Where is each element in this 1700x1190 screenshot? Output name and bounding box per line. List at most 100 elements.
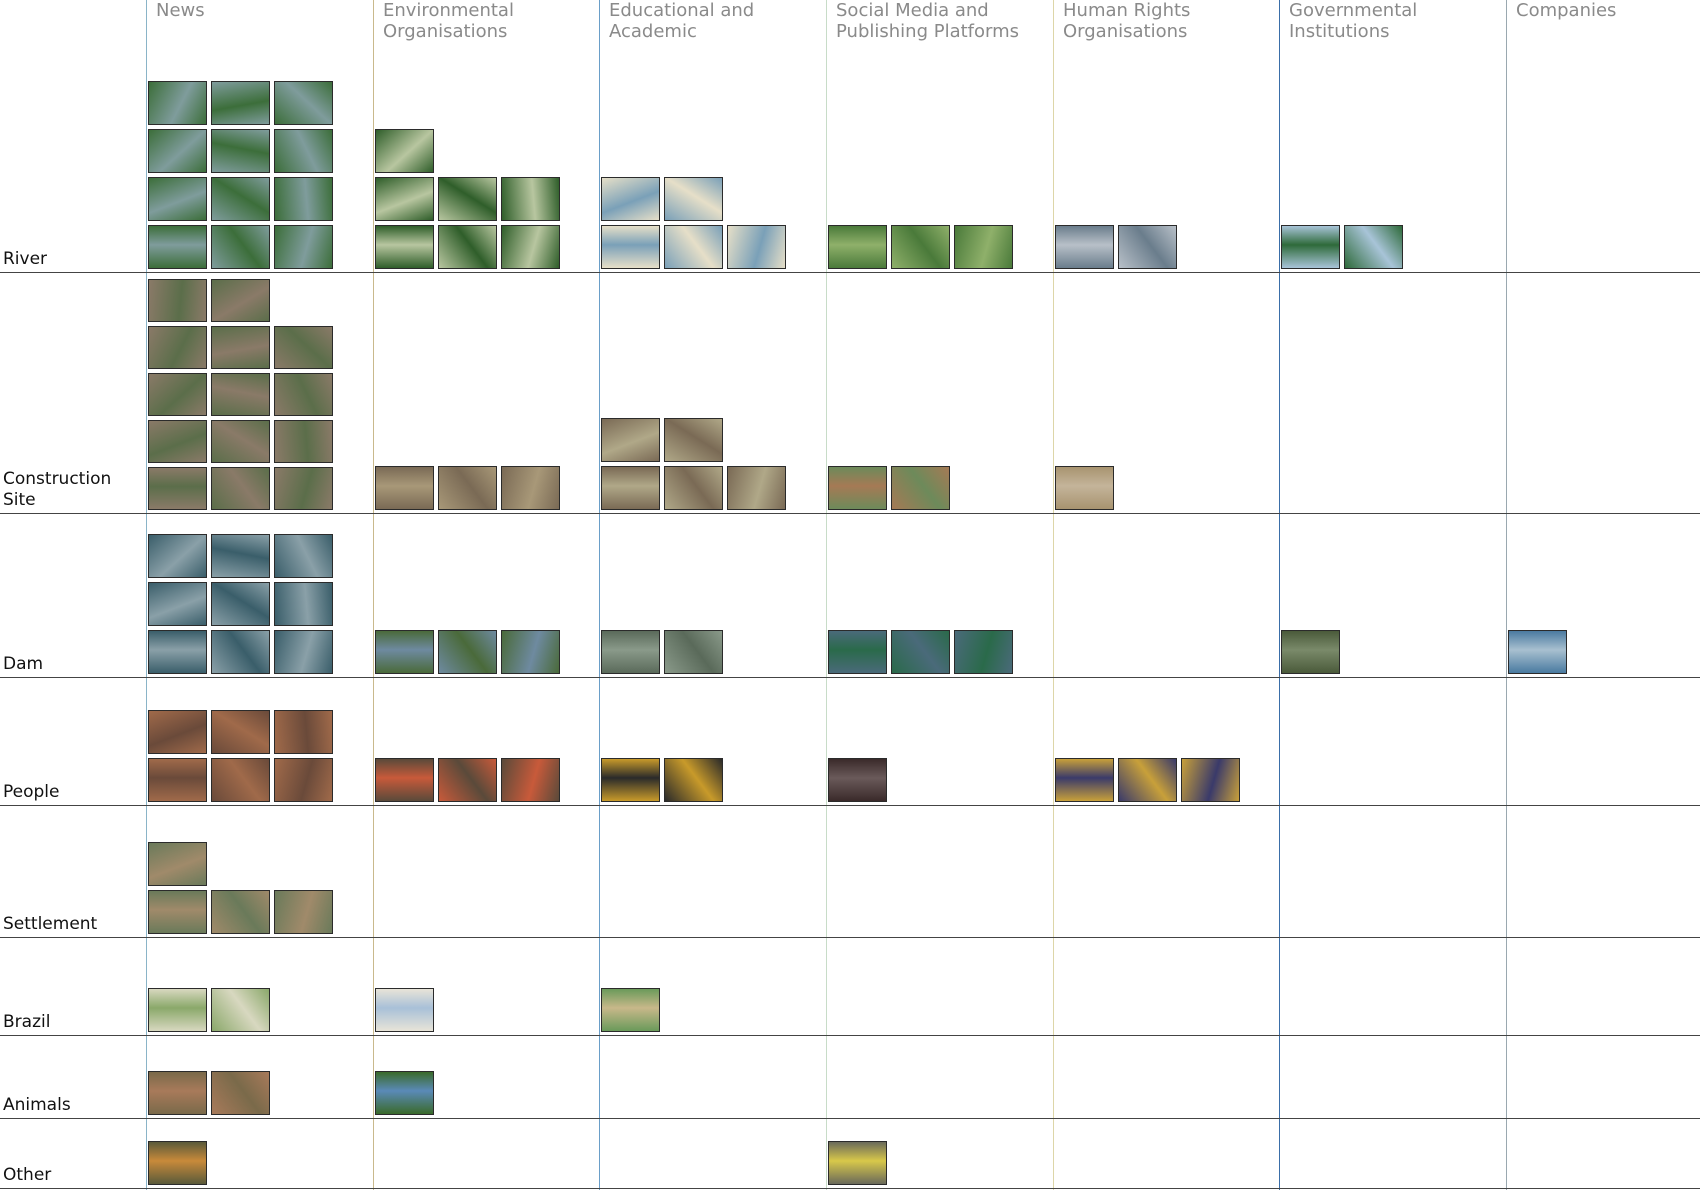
thumbnail-image[interactable] (375, 177, 434, 221)
thumbnail-image[interactable] (211, 1071, 270, 1115)
thumbnail-image[interactable] (148, 582, 207, 626)
thumbnail-image[interactable] (438, 630, 497, 674)
thumbnail-image[interactable] (891, 225, 950, 269)
thumbnail-image[interactable] (148, 467, 207, 510)
thumbnail-image[interactable] (211, 630, 270, 674)
thumbnail-image[interactable] (211, 758, 270, 802)
thumbnail-image[interactable] (601, 466, 660, 510)
thumbnail-image[interactable] (211, 373, 270, 416)
thumbnail-image[interactable] (664, 418, 723, 462)
thumbnail-image[interactable] (727, 466, 786, 510)
thumbnail-image[interactable] (375, 129, 434, 173)
thumbnail-image[interactable] (274, 630, 333, 674)
thumbnail-image[interactable] (148, 890, 207, 934)
thumbnail-image[interactable] (664, 758, 723, 802)
thumbnail-image[interactable] (664, 466, 723, 510)
thumbnail-image[interactable] (148, 326, 207, 369)
thumbnail-image[interactable] (375, 1071, 434, 1115)
thumbnail-image[interactable] (148, 1071, 207, 1115)
thumbnail-image[interactable] (1344, 225, 1403, 269)
thumbnail-image[interactable] (501, 466, 560, 510)
thumbnail-image[interactable] (148, 988, 207, 1032)
thumbnail-image[interactable] (1055, 758, 1114, 802)
thumbnail-image[interactable] (148, 225, 207, 269)
thumbnail-image[interactable] (211, 420, 270, 463)
thumbnail-image[interactable] (438, 466, 497, 510)
thumbnail-image[interactable] (148, 373, 207, 416)
thumbnail-image[interactable] (664, 225, 723, 269)
thumbnail-image[interactable] (727, 225, 786, 269)
thumbnail-image[interactable] (274, 326, 333, 369)
thumbnail-image[interactable] (891, 630, 950, 674)
thumbnail-image[interactable] (664, 177, 723, 221)
thumbnail-image[interactable] (211, 534, 270, 578)
thumbnail-image[interactable] (601, 988, 660, 1032)
thumbnail-image[interactable] (148, 842, 207, 886)
thumbnail-image[interactable] (954, 630, 1013, 674)
thumbnail-image[interactable] (211, 988, 270, 1032)
thumbnail-image[interactable] (211, 467, 270, 510)
thumbnail-image[interactable] (1508, 630, 1567, 674)
thumbnail-image[interactable] (501, 177, 560, 221)
thumbnail-image[interactable] (274, 373, 333, 416)
thumbnail-image[interactable] (274, 758, 333, 802)
thumbnail-image[interactable] (664, 630, 723, 674)
thumbnail-image[interactable] (891, 466, 950, 510)
thumbnail-image[interactable] (438, 758, 497, 802)
thumbnail-image[interactable] (1055, 225, 1114, 269)
thumbnail-image[interactable] (601, 630, 660, 674)
thumbnail-image[interactable] (274, 420, 333, 463)
thumbnail-image[interactable] (148, 630, 207, 674)
thumbnail-image[interactable] (274, 225, 333, 269)
thumbnail-image[interactable] (375, 225, 434, 269)
thumbnail-image[interactable] (148, 129, 207, 173)
thumbnail-image[interactable] (211, 582, 270, 626)
thumbnail-image[interactable] (1118, 225, 1177, 269)
thumbnail-image[interactable] (274, 177, 333, 221)
thumbnail-image[interactable] (375, 988, 434, 1032)
thumbnail-image[interactable] (148, 710, 207, 754)
thumbnail-image[interactable] (274, 129, 333, 173)
thumbnail-image[interactable] (1055, 466, 1114, 510)
thumbnail-image[interactable] (211, 326, 270, 369)
thumbnail-image[interactable] (211, 177, 270, 221)
thumbnail-image[interactable] (601, 418, 660, 462)
thumbnail-image[interactable] (148, 758, 207, 802)
thumbnail-image[interactable] (211, 710, 270, 754)
thumbnail-image[interactable] (211, 279, 270, 322)
thumbnail-image[interactable] (148, 534, 207, 578)
thumbnail-image[interactable] (375, 630, 434, 674)
thumbnail-image[interactable] (828, 225, 887, 269)
thumbnail-image[interactable] (148, 279, 207, 322)
thumbnail-image[interactable] (501, 758, 560, 802)
thumbnail-image[interactable] (148, 177, 207, 221)
thumbnail-image[interactable] (438, 177, 497, 221)
thumbnail-image[interactable] (828, 758, 887, 802)
thumbnail-image[interactable] (274, 467, 333, 510)
thumbnail-image[interactable] (501, 225, 560, 269)
thumbnail-image[interactable] (828, 466, 887, 510)
thumbnail-image[interactable] (1281, 630, 1340, 674)
thumbnail-image[interactable] (274, 710, 333, 754)
thumbnail-image[interactable] (211, 129, 270, 173)
thumbnail-image[interactable] (148, 420, 207, 463)
thumbnail-image[interactable] (501, 630, 560, 674)
thumbnail-image[interactable] (148, 1141, 207, 1185)
thumbnail-image[interactable] (375, 758, 434, 802)
thumbnail-image[interactable] (375, 466, 434, 510)
thumbnail-image[interactable] (274, 81, 333, 125)
thumbnail-image[interactable] (828, 630, 887, 674)
thumbnail-image[interactable] (954, 225, 1013, 269)
thumbnail-image[interactable] (211, 225, 270, 269)
thumbnail-image[interactable] (1181, 758, 1240, 802)
thumbnail-image[interactable] (274, 534, 333, 578)
thumbnail-image[interactable] (601, 758, 660, 802)
thumbnail-image[interactable] (1118, 758, 1177, 802)
thumbnail-image[interactable] (211, 81, 270, 125)
thumbnail-image[interactable] (274, 582, 333, 626)
thumbnail-image[interactable] (148, 81, 207, 125)
thumbnail-image[interactable] (601, 177, 660, 221)
thumbnail-image[interactable] (1281, 225, 1340, 269)
thumbnail-image[interactable] (211, 890, 270, 934)
thumbnail-image[interactable] (601, 225, 660, 269)
